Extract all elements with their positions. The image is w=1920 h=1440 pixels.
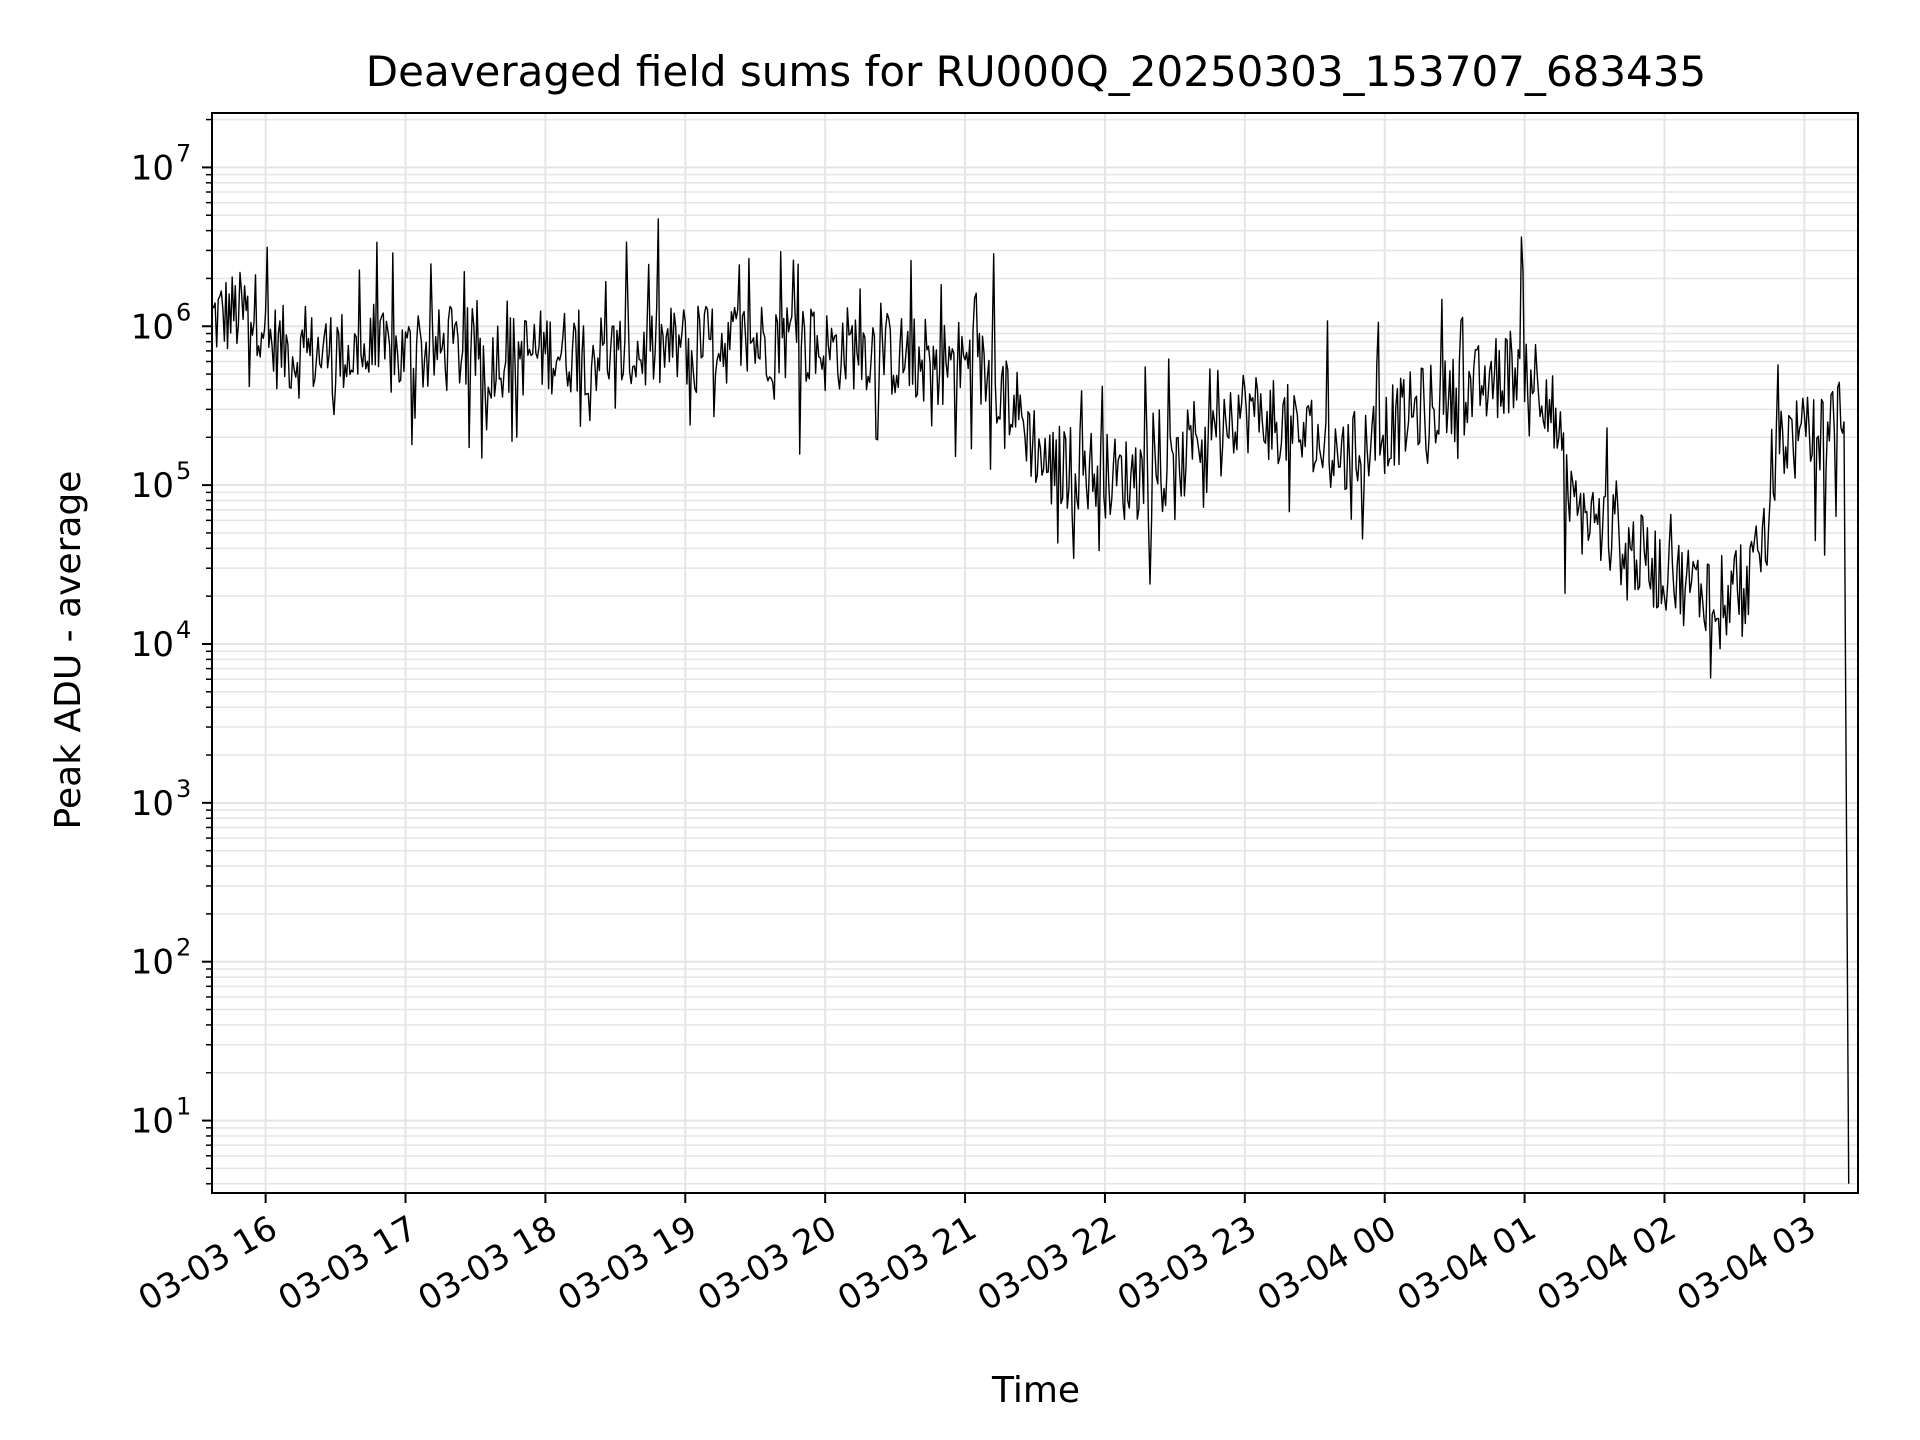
plot-area-frame xyxy=(211,112,1859,1194)
y-tick-exponent: 6 xyxy=(176,298,191,326)
y-tick-exponent: 1 xyxy=(176,1093,191,1121)
y-tick-label: 10 xyxy=(131,148,174,188)
chart-title: Deaveraged field sums for RU000Q_2025030… xyxy=(366,47,1706,96)
x-tick-label: 03-03 16 xyxy=(132,1208,284,1319)
y-tick-exponent: 2 xyxy=(176,934,191,962)
y-tick-exponent: 4 xyxy=(176,616,191,644)
y-tick-label: 10 xyxy=(131,625,174,665)
x-tick-label: 03-04 01 xyxy=(1391,1208,1543,1319)
x-tick-label: 03-03 23 xyxy=(1111,1208,1263,1319)
y-tick-label: 10 xyxy=(131,1102,174,1142)
x-tick-label: 03-03 19 xyxy=(551,1208,703,1319)
x-tick-label: 03-03 21 xyxy=(831,1208,983,1319)
y-tick-label: 10 xyxy=(131,784,174,824)
x-tick-label: 03-03 18 xyxy=(412,1208,564,1319)
x-tick-label: 03-03 20 xyxy=(691,1208,843,1319)
y-tick-label: 10 xyxy=(131,466,174,506)
x-axis-label: Time xyxy=(991,1370,1080,1411)
y-tick-exponent: 5 xyxy=(176,457,191,485)
grid-lines xyxy=(212,113,1858,1193)
y-tick-exponent: 7 xyxy=(176,139,191,167)
series-line xyxy=(211,218,1850,1184)
y-tick-exponent: 3 xyxy=(176,775,191,803)
x-tick-label: 03-04 00 xyxy=(1251,1208,1403,1319)
x-tick-label: 03-04 03 xyxy=(1670,1208,1822,1319)
y-tick-label: 10 xyxy=(131,307,174,347)
y-axis-label: Peak ADU - average xyxy=(48,471,89,830)
x-tick-label: 03-03 17 xyxy=(272,1208,424,1319)
x-tick-label: 03-03 22 xyxy=(971,1208,1123,1319)
x-tick-label: 03-04 02 xyxy=(1531,1208,1683,1319)
y-tick-label: 10 xyxy=(131,943,174,983)
